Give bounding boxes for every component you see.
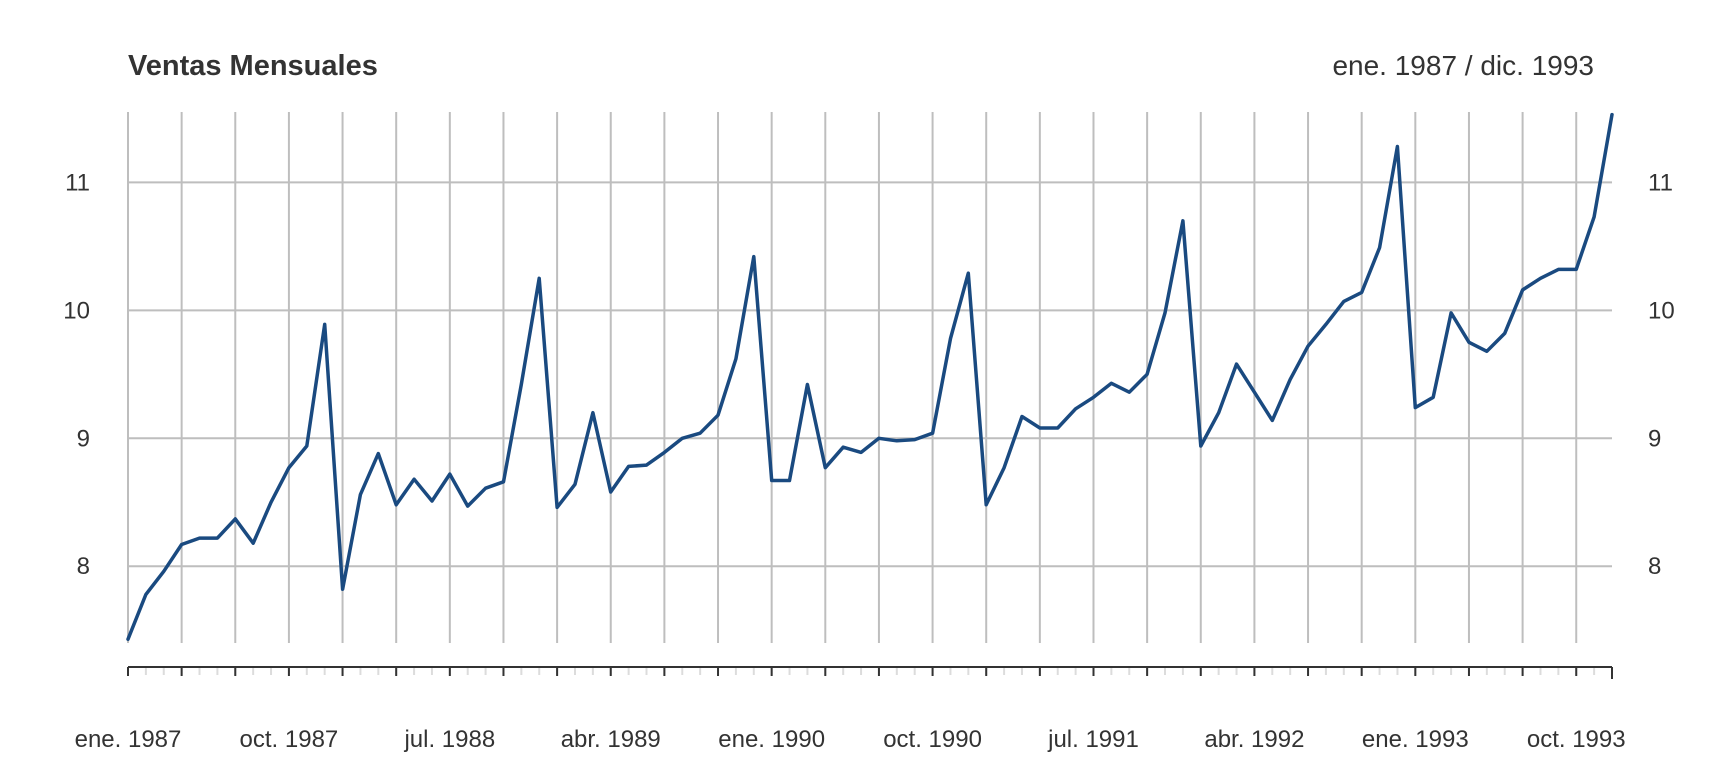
chart-title: Ventas Mensuales [128,50,378,82]
series-layer [126,112,1614,641]
x-tick-label: abr. 1992 [1204,726,1304,753]
y-tick-label-left: 10 [63,297,90,324]
series-line [126,112,1614,641]
y-tick-label-right: 9 [1648,425,1661,452]
y-tick-label-right: 8 [1648,553,1661,580]
x-tick-label: abr. 1989 [561,726,661,753]
y-tick-label-left: 9 [77,425,90,452]
x-tick-label: ene. 1990 [718,726,825,753]
y-axis-left: 8 9 10 11 [63,169,90,580]
y-tick-label-left: 11 [65,169,90,196]
x-tick-label: ene. 1993 [1362,726,1469,753]
x-tick-label: jul. 1988 [403,726,495,753]
y-tick-label-left: 8 [77,553,90,580]
x-tick-label: oct. 1993 [1527,726,1626,753]
x-tick-label: jul. 1991 [1047,726,1139,753]
x-tick-label: oct. 1990 [883,726,982,753]
x-axis: ene. 1987 oct. 1987 jul. 1988 abr. 1989 ene.… [75,666,1626,753]
x-tick-label: oct. 1987 [240,726,339,753]
x-tick-label: ene. 1987 [75,726,182,753]
y-axis-right: 8 9 10 11 [1648,169,1675,580]
y-tick-label-right: 11 [1648,169,1673,196]
grid-lines [127,112,1612,643]
date-range: ene. 1987 / dic. 1993 [1332,50,1594,81]
y-tick-label-right: 10 [1648,297,1675,324]
